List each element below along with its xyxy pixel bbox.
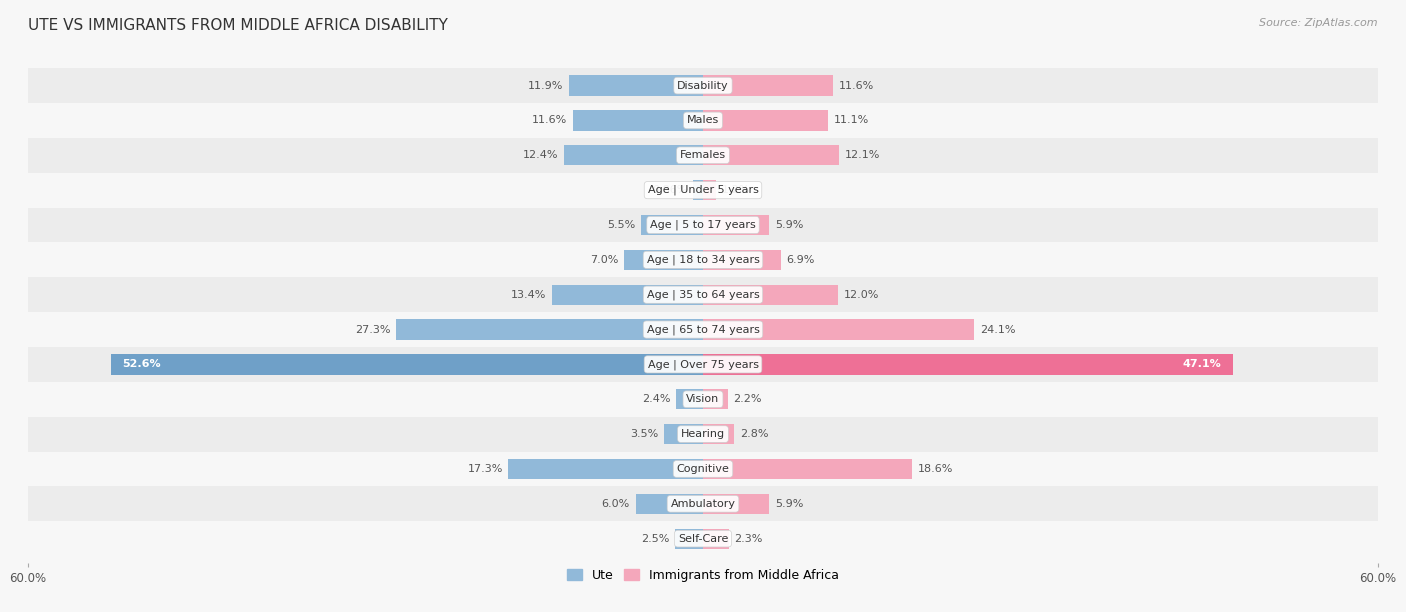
Text: 5.5%: 5.5%: [607, 220, 636, 230]
Bar: [703, 389, 728, 409]
Bar: [553, 285, 703, 305]
Text: 13.4%: 13.4%: [512, 289, 547, 300]
Text: 24.1%: 24.1%: [980, 324, 1015, 335]
Text: 6.9%: 6.9%: [786, 255, 814, 265]
Text: Age | 18 to 34 years: Age | 18 to 34 years: [647, 255, 759, 265]
Bar: [28, 521, 1378, 556]
Bar: [28, 417, 1378, 452]
Bar: [675, 529, 703, 549]
Bar: [111, 354, 703, 375]
Text: Cognitive: Cognitive: [676, 464, 730, 474]
Bar: [28, 207, 1378, 242]
Bar: [28, 277, 1378, 312]
Bar: [28, 103, 1378, 138]
Bar: [703, 110, 828, 130]
Text: 6.0%: 6.0%: [602, 499, 630, 509]
Text: 12.4%: 12.4%: [523, 151, 558, 160]
Text: Source: ZipAtlas.com: Source: ZipAtlas.com: [1260, 18, 1378, 28]
Text: 5.9%: 5.9%: [775, 499, 803, 509]
Bar: [28, 68, 1378, 103]
Bar: [509, 459, 703, 479]
Text: 11.6%: 11.6%: [839, 81, 875, 91]
Bar: [703, 494, 769, 514]
Text: 2.4%: 2.4%: [643, 394, 671, 405]
Bar: [703, 354, 1233, 375]
Bar: [703, 529, 728, 549]
Bar: [636, 494, 703, 514]
Bar: [28, 487, 1378, 521]
Text: Age | 5 to 17 years: Age | 5 to 17 years: [650, 220, 756, 230]
Bar: [703, 75, 834, 95]
Bar: [28, 173, 1378, 207]
Bar: [703, 285, 838, 305]
Bar: [664, 424, 703, 444]
Text: Vision: Vision: [686, 394, 720, 405]
Bar: [564, 145, 703, 165]
Text: 3.5%: 3.5%: [630, 429, 658, 439]
Bar: [396, 319, 703, 340]
Bar: [641, 215, 703, 235]
Text: 1.2%: 1.2%: [723, 185, 751, 195]
Text: 52.6%: 52.6%: [122, 359, 162, 370]
Text: 47.1%: 47.1%: [1182, 359, 1222, 370]
Bar: [28, 312, 1378, 347]
Bar: [703, 250, 780, 270]
Bar: [703, 180, 717, 200]
Bar: [28, 347, 1378, 382]
Text: Age | Under 5 years: Age | Under 5 years: [648, 185, 758, 195]
Text: 12.0%: 12.0%: [844, 289, 879, 300]
Text: Females: Females: [681, 151, 725, 160]
Bar: [703, 424, 734, 444]
Text: 2.3%: 2.3%: [734, 534, 763, 543]
Text: 18.6%: 18.6%: [918, 464, 953, 474]
Text: 27.3%: 27.3%: [354, 324, 391, 335]
Text: 2.5%: 2.5%: [641, 534, 669, 543]
Text: UTE VS IMMIGRANTS FROM MIDDLE AFRICA DISABILITY: UTE VS IMMIGRANTS FROM MIDDLE AFRICA DIS…: [28, 18, 449, 34]
Bar: [569, 75, 703, 95]
Bar: [703, 459, 912, 479]
Text: Males: Males: [688, 116, 718, 125]
Text: 7.0%: 7.0%: [591, 255, 619, 265]
Text: 0.86%: 0.86%: [652, 185, 688, 195]
Text: 12.1%: 12.1%: [845, 151, 880, 160]
Bar: [572, 110, 703, 130]
Bar: [703, 319, 974, 340]
Bar: [693, 180, 703, 200]
Text: 11.6%: 11.6%: [531, 116, 567, 125]
Text: 2.8%: 2.8%: [740, 429, 769, 439]
Bar: [28, 382, 1378, 417]
Bar: [624, 250, 703, 270]
Bar: [28, 242, 1378, 277]
Text: 11.9%: 11.9%: [529, 81, 564, 91]
Bar: [676, 389, 703, 409]
Text: Disability: Disability: [678, 81, 728, 91]
Text: 11.1%: 11.1%: [834, 116, 869, 125]
Legend: Ute, Immigrants from Middle Africa: Ute, Immigrants from Middle Africa: [562, 564, 844, 587]
Text: Hearing: Hearing: [681, 429, 725, 439]
Text: Age | 35 to 64 years: Age | 35 to 64 years: [647, 289, 759, 300]
Bar: [703, 215, 769, 235]
Bar: [703, 145, 839, 165]
Bar: [28, 452, 1378, 487]
Text: Age | 65 to 74 years: Age | 65 to 74 years: [647, 324, 759, 335]
Text: Self-Care: Self-Care: [678, 534, 728, 543]
Text: Ambulatory: Ambulatory: [671, 499, 735, 509]
Text: Age | Over 75 years: Age | Over 75 years: [648, 359, 758, 370]
Text: 2.2%: 2.2%: [734, 394, 762, 405]
Text: 17.3%: 17.3%: [467, 464, 503, 474]
Bar: [28, 138, 1378, 173]
Text: 5.9%: 5.9%: [775, 220, 803, 230]
